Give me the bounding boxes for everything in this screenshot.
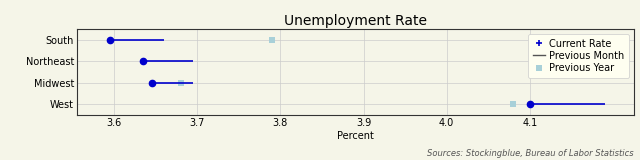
Legend: Current Rate, Previous Month, Previous Year: Current Rate, Previous Month, Previous Y… [528,34,628,78]
Title: Unemployment Rate: Unemployment Rate [284,14,427,28]
Text: Sources: Stockingblue, Bureau of Labor Statistics: Sources: Stockingblue, Bureau of Labor S… [427,149,634,158]
X-axis label: Percent: Percent [337,131,374,141]
